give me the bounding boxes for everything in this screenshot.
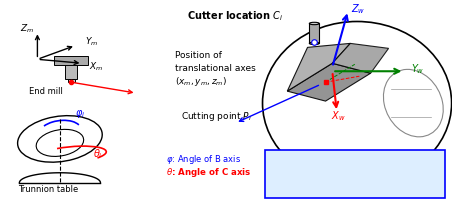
- Polygon shape: [333, 43, 389, 73]
- Text: $X_w$: $X_w$: [331, 109, 346, 123]
- FancyBboxPatch shape: [309, 23, 319, 43]
- Text: $Z_m$: $Z_m$: [20, 22, 34, 35]
- Polygon shape: [287, 63, 371, 101]
- Text: Trunnion table: Trunnion table: [19, 185, 79, 194]
- Text: $\theta$: Angle of C axis: $\theta$: Angle of C axis: [166, 166, 251, 179]
- FancyBboxPatch shape: [65, 61, 77, 79]
- Ellipse shape: [309, 22, 319, 25]
- Text: $Z_w$: $Z_w$: [351, 3, 365, 17]
- Text: $\varphi$: Angle of B axis: $\varphi$: Angle of B axis: [166, 153, 241, 166]
- FancyBboxPatch shape: [265, 150, 445, 198]
- FancyBboxPatch shape: [67, 79, 75, 82]
- Ellipse shape: [309, 42, 319, 45]
- Text: Cutter location $C_i$: Cutter location $C_i$: [188, 10, 284, 23]
- Text: Cutting point $P_i$: Cutting point $P_i$: [182, 110, 252, 123]
- Polygon shape: [287, 43, 350, 91]
- Text: $Y_w$: $Y_w$: [411, 62, 424, 76]
- Text: End mill: End mill: [29, 87, 63, 96]
- Text: $Y_m$: $Y_m$: [85, 35, 98, 48]
- Text: translational axes: translational axes: [175, 64, 255, 73]
- Text: Position of: Position of: [175, 51, 222, 60]
- Text: Workpiece coordinate: Workpiece coordinate: [301, 161, 409, 170]
- FancyBboxPatch shape: [54, 56, 88, 65]
- Text: $X_m$: $X_m$: [89, 60, 104, 73]
- Text: system $(X_w,Y_w,Z_w)$: system $(X_w,Y_w,Z_w)$: [311, 177, 399, 190]
- Text: $\varphi_i$: $\varphi_i$: [75, 108, 85, 120]
- Text: $\theta_i$: $\theta_i$: [93, 147, 103, 161]
- Text: $(x_m,y_m,z_m)$: $(x_m,y_m,z_m)$: [175, 75, 227, 88]
